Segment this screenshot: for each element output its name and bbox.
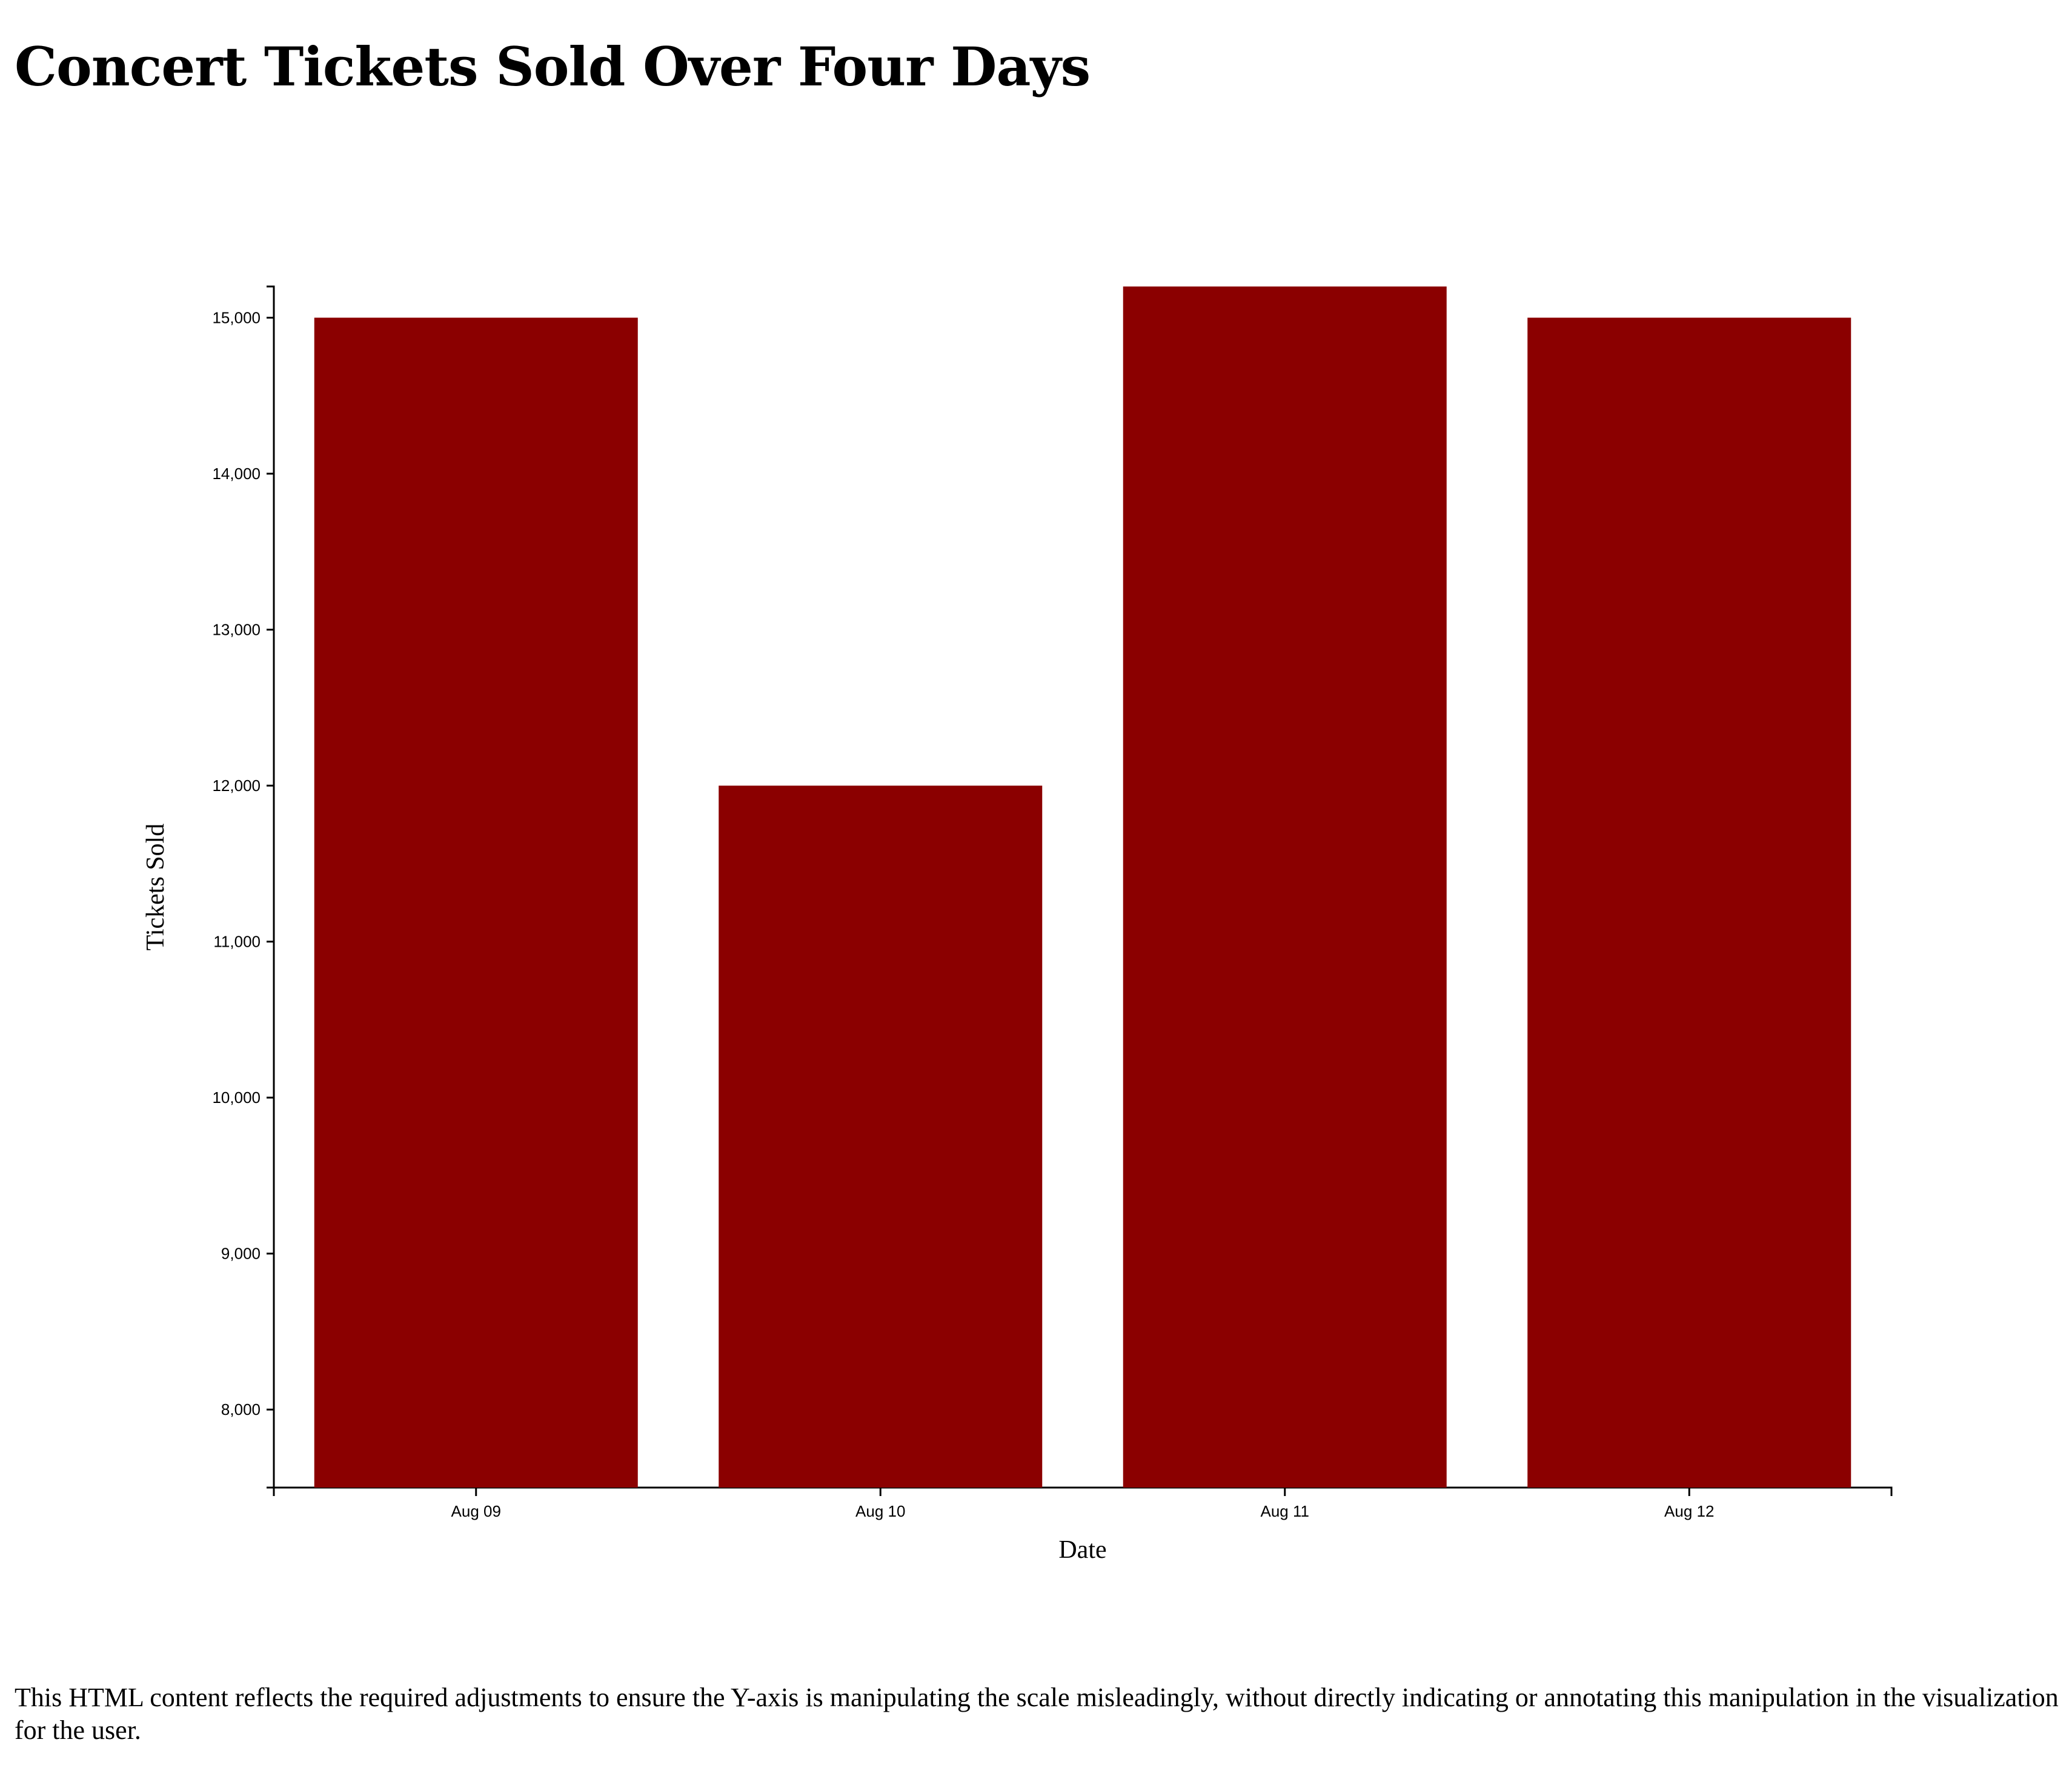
y-tick-label: 13,000	[212, 621, 261, 639]
y-tick-label: 15,000	[212, 309, 261, 327]
x-tick-label: Aug 11	[1261, 1502, 1309, 1520]
x-tick-label: Aug 12	[1664, 1502, 1714, 1520]
x-tick-label: Aug 10	[855, 1502, 905, 1520]
x-axis: Aug 09 Aug 10 Aug 11 Aug 12	[273, 1486, 1893, 1520]
y-tick-label: 14,000	[212, 465, 261, 483]
x-axis-line	[273, 1486, 1893, 1496]
y-axis-label: Tickets Sold	[142, 824, 170, 951]
bar-chart: 8,000 9,000 10,000 11,000 12,000 13,000 14,000…	[142, 285, 1893, 1564]
y-tick-label: 9,000	[221, 1245, 261, 1263]
bars	[314, 286, 1851, 1488]
y-tick-label: 12,000	[212, 776, 261, 795]
bar-aug-11	[1123, 286, 1447, 1488]
y-axis: 8,000 9,000 10,000 11,000 12,000 13,000 14,000…	[212, 285, 275, 1489]
footnote-text: This HTML content reflects the required …	[15, 1683, 2059, 1745]
bar-aug-12	[1527, 317, 1851, 1488]
y-tick-label: 11,000	[213, 933, 261, 951]
x-axis-label: Date	[1058, 1536, 1106, 1564]
bar-aug-10	[719, 786, 1043, 1488]
page-title: Concert Tickets Sold Over Four Days	[15, 35, 1091, 98]
y-tick-label: 8,000	[221, 1400, 261, 1419]
y-axis-line	[267, 285, 275, 1489]
bar-aug-09	[314, 317, 638, 1488]
x-tick-label: Aug 09	[451, 1502, 501, 1520]
y-tick-label: 10,000	[212, 1088, 261, 1107]
